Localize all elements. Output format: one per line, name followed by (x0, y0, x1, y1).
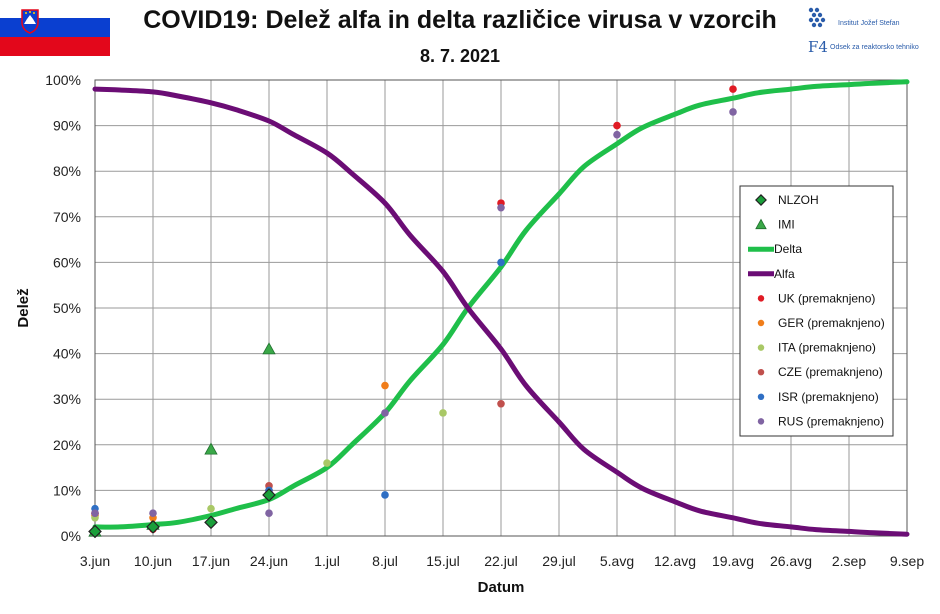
point-ita (207, 504, 215, 513)
y-tick-label: 100% (45, 72, 81, 88)
point-imi (204, 442, 218, 455)
legend-swatch-nlzoh (755, 194, 767, 206)
x-tick-label: 9.sep (890, 553, 924, 569)
ijs-logo: Institut Jožef Stefan (806, 6, 940, 36)
point-rus (149, 509, 157, 517)
point-isr (497, 258, 505, 267)
line-delta (92, 79, 910, 530)
odsek-mark: F4 (808, 38, 828, 56)
point-rus (613, 130, 621, 139)
y-tick-label: 70% (53, 209, 81, 225)
y-axis-label: Delež (15, 288, 32, 327)
data-points (88, 85, 737, 539)
x-tick-label: 10.jun (134, 553, 172, 569)
point-nlzoh (88, 524, 102, 539)
series-lines (92, 79, 910, 537)
y-tick-label: 30% (53, 391, 81, 407)
line-alfa (92, 86, 910, 537)
legend-label-rus: RUS (premaknjeno) (778, 414, 884, 428)
odsek-logo-text: Odsek za reaktorsko tehniko (830, 44, 919, 51)
legend-label-alfa: Alfa (774, 267, 795, 281)
legend-swatch-ger (757, 319, 765, 327)
x-tick-label: 17.jun (192, 553, 230, 569)
point-imi (262, 342, 276, 355)
y-tick-label: 0% (61, 528, 81, 544)
point-uk (729, 85, 737, 93)
chart-title: COVID19: Delež alfa in delta različice v… (143, 6, 777, 34)
x-tick-label: 19.avg (712, 553, 754, 569)
point-rus (265, 509, 273, 517)
point-nlzoh (262, 488, 276, 502)
x-tick-label: 2.sep (832, 553, 866, 569)
legend-swatch-rus (757, 418, 765, 425)
legend-swatch-isr (757, 393, 765, 401)
legend: NLZOH IMI Delta Alfa UK (premaknjeno) GER (pr… (739, 185, 894, 437)
x-tick-label: 8.jul (372, 553, 398, 569)
x-tick-label: 5.avg (600, 553, 634, 569)
x-tick-label: 22.jul (484, 553, 517, 569)
y-tick-label: 90% (53, 118, 81, 134)
point-nlzoh (204, 515, 218, 530)
legend-swatch-ita (757, 344, 765, 351)
y-tick-label: 50% (53, 300, 81, 316)
x-tick-label: 1.jul (314, 553, 340, 569)
x-tick-label: 15.jul (426, 553, 459, 569)
flag-red-stripe (0, 37, 110, 56)
point-nlzoh (146, 520, 160, 534)
x-tick-label: 29.jul (542, 553, 575, 569)
legend-label-cze: CZE (premaknjeno) (778, 365, 883, 379)
ijs-dots-icon (808, 7, 826, 28)
point-ger (381, 381, 389, 390)
y-tick-label: 80% (53, 163, 81, 179)
y-tick-label: 60% (53, 254, 81, 270)
point-uk (613, 121, 621, 130)
flag-coat-of-arms-icon (21, 9, 39, 34)
point-rus (91, 509, 99, 517)
y-tick-label: 10% (53, 482, 81, 498)
legend-label-ita: ITA (premaknjeno) (778, 341, 876, 355)
x-tick-label: 12.avg (654, 553, 696, 569)
legend-label-ger: GER (premaknjeno) (778, 316, 885, 330)
point-rus (497, 203, 505, 212)
legend-label-delta: Delta (774, 242, 802, 256)
point-ita (439, 409, 447, 417)
legend-swatch-cze (757, 368, 765, 376)
x-axis-label: Datum (478, 579, 525, 596)
legend-swatch-imi (755, 218, 767, 230)
point-rus (729, 108, 737, 116)
chart-subtitle: 8. 7. 2021 (419, 46, 501, 66)
slovenia-flag (0, 0, 110, 56)
point-rus (381, 409, 389, 417)
point-isr (381, 491, 389, 499)
x-tick-label: 3.jun (80, 553, 110, 569)
legend-label-imi: IMI (778, 218, 795, 232)
axis-ticks: 0% 10% 20% 30% 40% 50% 60% 70% 80% 90% 100% 3.jun 10… (45, 72, 924, 569)
y-tick-label: 40% (53, 346, 81, 362)
point-cze (497, 399, 505, 408)
legend-label-isr: ISR (premaknjeno) (778, 390, 879, 404)
odsek-logo: F4 Odsek za reaktorsko tehniko (806, 38, 940, 60)
ijs-logo-text: Institut Jožef Stefan (838, 20, 900, 27)
point-ita (323, 459, 331, 467)
y-tick-label: 20% (53, 437, 81, 453)
legend-label-uk: UK (premaknjeno) (778, 291, 875, 305)
legend-label-nlzoh: NLZOH (778, 193, 819, 207)
legend-swatch-uk (757, 295, 765, 302)
plot-frame (94, 79, 908, 537)
x-tick-label: 24.jun (250, 553, 288, 569)
x-tick-label: 26.avg (770, 553, 812, 569)
